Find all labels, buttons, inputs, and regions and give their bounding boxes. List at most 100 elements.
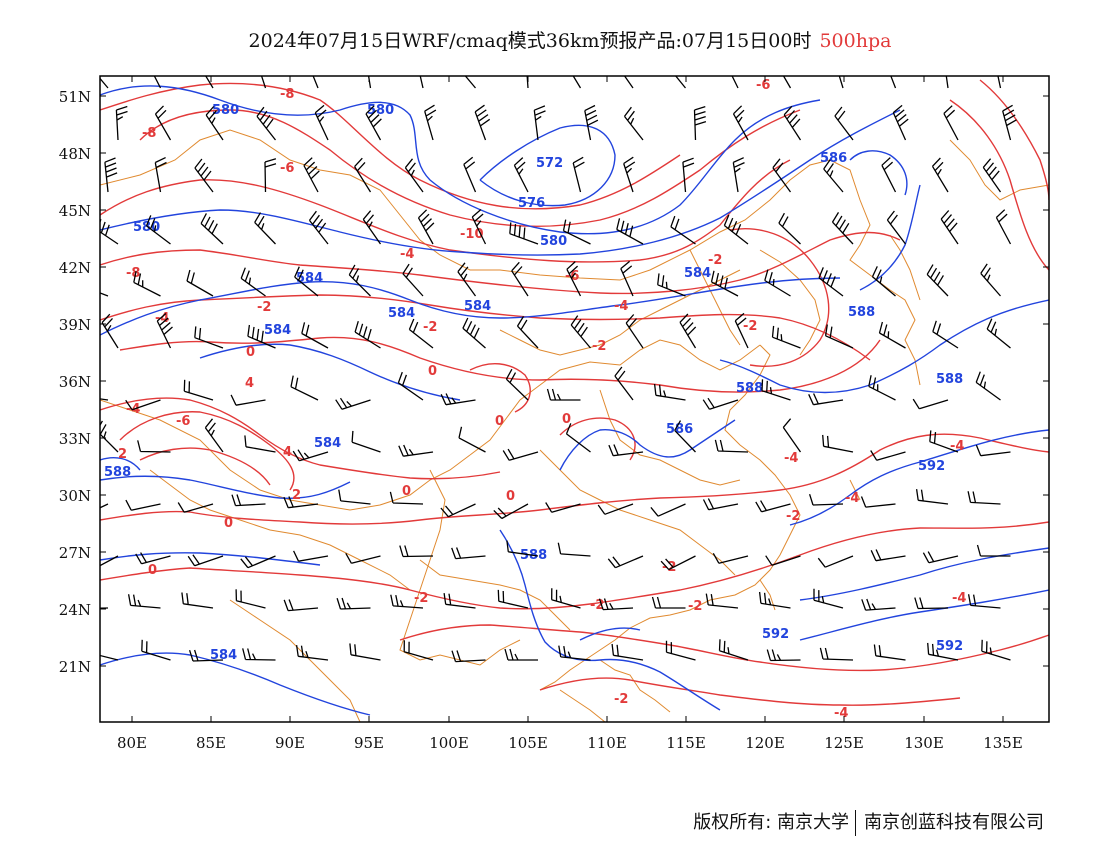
- wind-barb: [290, 375, 319, 401]
- geopotential-label: 584: [388, 306, 415, 321]
- wind-barb: [653, 383, 686, 401]
- wind-barb: [493, 503, 529, 520]
- temperature-label: -2: [257, 300, 271, 315]
- wind-barb: [100, 654, 119, 661]
- geopotential-label: 592: [936, 639, 963, 654]
- geopotential-label: 580: [540, 234, 567, 249]
- temperature-label: 2: [292, 488, 301, 503]
- wind-barb: [135, 552, 171, 565]
- lon-tick-label: 135E: [983, 734, 1023, 752]
- map-frame: [99, 75, 1050, 723]
- wind-barb: [822, 434, 854, 453]
- wind-barb: [462, 317, 486, 349]
- wind-barb: [194, 326, 224, 349]
- wind-barb: [660, 555, 696, 571]
- geopotential-contours: [100, 85, 1049, 716]
- lon-tick-label: 120E: [745, 734, 785, 752]
- wind-barb: [526, 76, 529, 89]
- wind-barb: [967, 594, 1001, 609]
- wind-barb: [650, 503, 686, 517]
- wind-barb: [312, 76, 319, 89]
- wind-barb: [511, 261, 529, 297]
- wind-barb: [247, 324, 276, 349]
- wind-barb: [732, 105, 749, 141]
- temperature-label: 0: [562, 412, 571, 427]
- geopotential-label: 572: [536, 156, 563, 171]
- company-text: 南京创蓝科技有限公司: [864, 812, 1044, 833]
- wind-barb: [981, 639, 1011, 661]
- temperature-label: -8: [280, 87, 294, 102]
- wind-barb: [868, 375, 896, 401]
- wind-barb: [712, 552, 749, 564]
- geopotential-label: 588: [848, 305, 875, 320]
- wind-barb: [995, 209, 1012, 245]
- temperature-label: 0: [246, 345, 255, 360]
- wind-barb: [870, 549, 906, 562]
- temperature-contours: [100, 79, 1049, 706]
- wind-barb: [986, 318, 1011, 349]
- temperature-label: -6: [756, 78, 770, 93]
- lat-tick-label: 21N: [59, 658, 91, 676]
- wind-barb: [914, 597, 949, 610]
- wind-barb: [940, 210, 959, 245]
- temperature-label: 0: [148, 563, 157, 578]
- temperature-label: 0: [428, 364, 437, 379]
- wind-barb: [892, 104, 909, 141]
- lat-tick-label: 45N: [59, 202, 91, 220]
- title-text: 2024年07月15日WRF/cmaq模式36km预报产品:07月15日00时: [248, 30, 812, 52]
- wind-barb: [100, 398, 109, 401]
- wind-barb: [838, 76, 844, 89]
- wind-barb: [873, 644, 906, 661]
- wind-barb: [204, 418, 224, 453]
- geopotential-label: 580: [212, 103, 239, 118]
- wind-barb: [670, 215, 696, 245]
- wind-barb: [354, 321, 381, 349]
- wind-barb: [506, 540, 539, 557]
- wind-barb: [926, 264, 949, 297]
- wind-barb: [710, 270, 739, 297]
- lon-tick-label: 115E: [666, 734, 706, 752]
- wind-barb: [620, 260, 634, 297]
- wind-barb: [975, 371, 1001, 401]
- wind-barb: [242, 648, 276, 661]
- wind-barb: [145, 215, 171, 245]
- temperature-label: -6: [280, 161, 294, 176]
- temperature-label: -4: [614, 299, 628, 314]
- temperature-label: -4: [834, 706, 848, 721]
- wind-barb: [967, 491, 1001, 505]
- wind-barb: [293, 550, 329, 562]
- wind-barb: [256, 106, 277, 141]
- wind-barb: [125, 499, 161, 511]
- pressure-level-label: 500hpa: [819, 30, 892, 52]
- temperature-label: -2: [592, 339, 606, 354]
- lon-tick-label: 85E: [196, 734, 226, 752]
- wind-barb: [614, 366, 634, 401]
- wind-barb: [101, 313, 119, 349]
- wind-barb: [254, 212, 276, 245]
- temperature-label: 0: [495, 414, 504, 429]
- geopotential-label: 588: [104, 465, 131, 480]
- geopotential-label: 584: [210, 648, 237, 663]
- wind-barb: [100, 292, 109, 297]
- wind-barb: [572, 156, 585, 193]
- longitude-axis: 80E 85E 90E 95E 100E 105E 110E 115E 120E…: [117, 734, 1023, 752]
- temperature-label: 0: [224, 516, 233, 531]
- wind-barb: [389, 491, 424, 505]
- wind-barb: [194, 158, 214, 193]
- wind-barb: [819, 647, 854, 661]
- wind-barb: [516, 316, 539, 349]
- wind-barb: [943, 105, 959, 141]
- wind-barb: [504, 648, 538, 661]
- wind-barb: [922, 551, 959, 564]
- wind-barb: [823, 159, 844, 193]
- wind-barb: [982, 158, 1002, 193]
- wind-barb: [878, 321, 906, 349]
- wind-barb: [584, 104, 599, 141]
- wind-barb: [440, 503, 476, 518]
- temperature-label: -2: [708, 253, 722, 268]
- wind-barb: [861, 598, 896, 611]
- wind-barb: [558, 645, 591, 661]
- wind-barb: [440, 393, 476, 406]
- wind-barb: [813, 588, 844, 609]
